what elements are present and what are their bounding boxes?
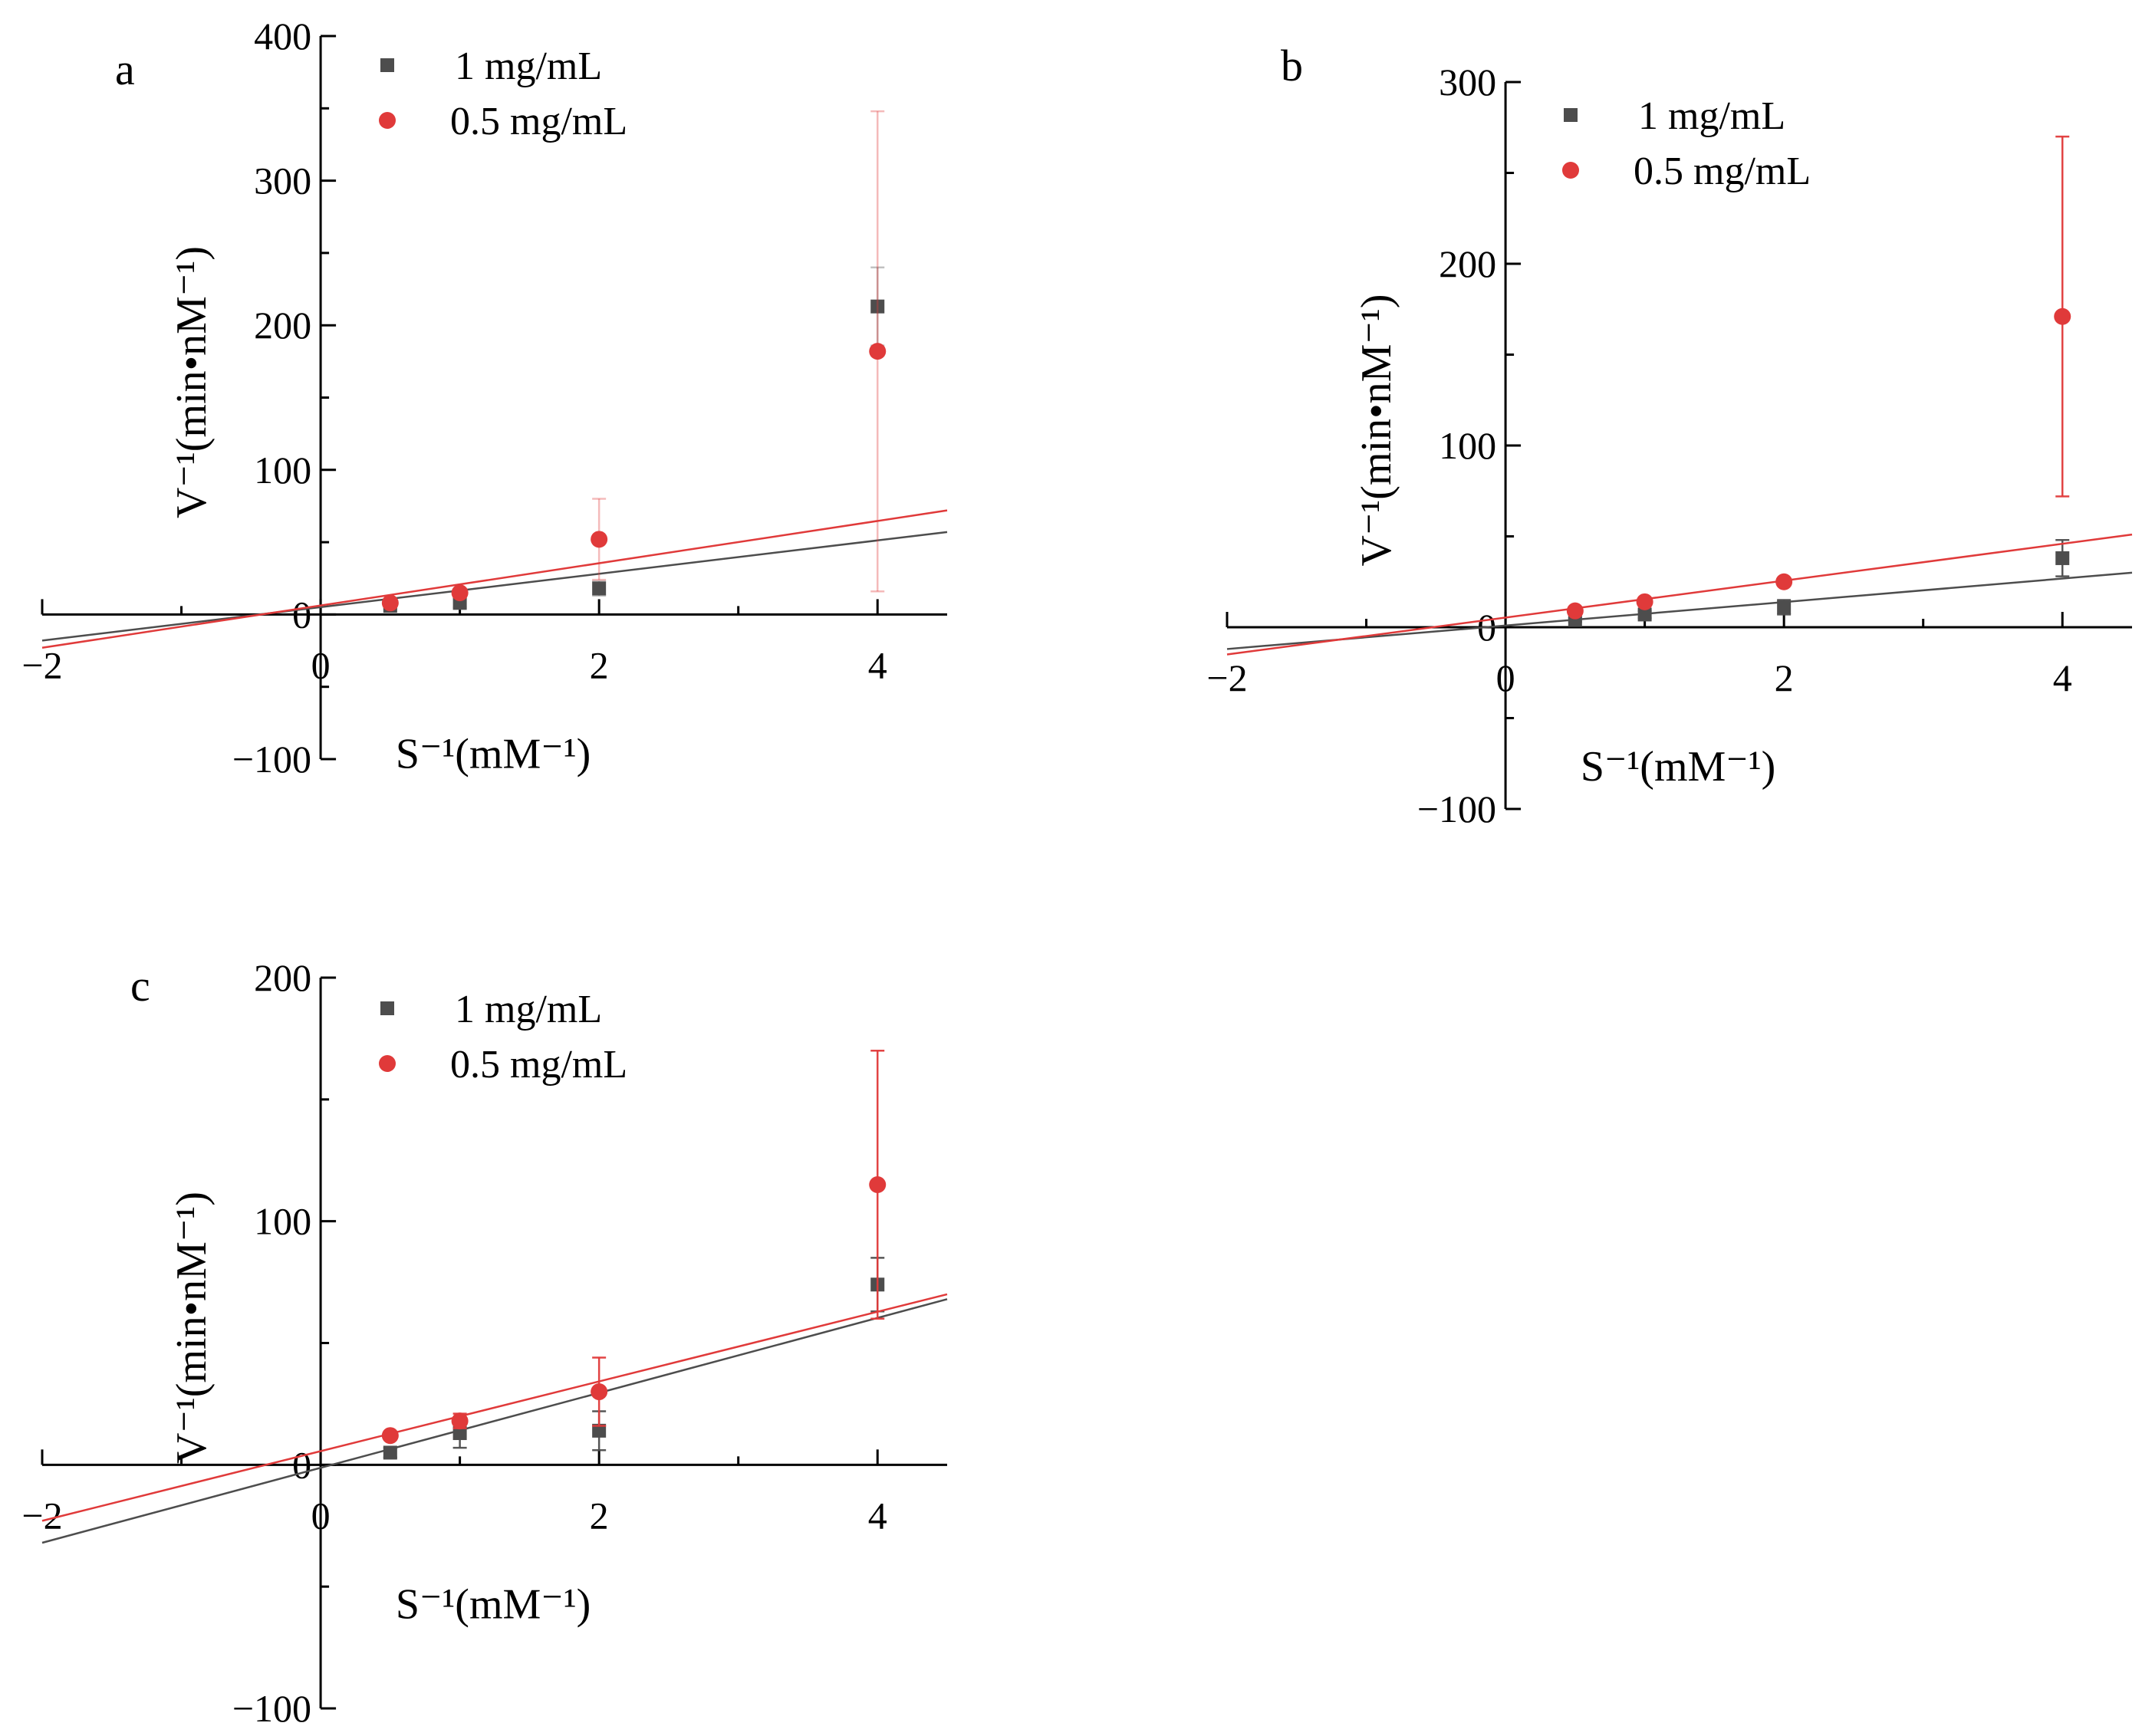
x-axis-title: S⁻¹(mM⁻¹) xyxy=(396,730,591,778)
x-tick-label: −2 xyxy=(21,643,62,686)
y-tick-label: 100 xyxy=(254,1200,311,1243)
data-point xyxy=(1636,593,1653,610)
data-point xyxy=(592,581,607,596)
legend-label: 1 mg/mL xyxy=(1638,94,1785,138)
data-point xyxy=(591,1383,608,1401)
legend-marker xyxy=(380,58,394,72)
fit-line xyxy=(41,1293,948,1522)
legend-marker xyxy=(380,1001,394,1015)
fit-line xyxy=(1226,533,2133,656)
legend-marker xyxy=(1564,108,1578,122)
panel-label: c xyxy=(130,961,150,1011)
data-point xyxy=(2055,551,2070,565)
chart-panel-a: −2 0 2 4 −100 0 100 200 300 400 S⁻¹(mM⁻¹) V⁻¹(min•n… xyxy=(21,15,948,781)
y-axis-title: V⁻¹(min•nM⁻¹) xyxy=(168,246,216,518)
y-tick-label: 200 xyxy=(254,956,311,999)
fit-line xyxy=(1226,571,2133,650)
y-tick-label: 400 xyxy=(254,15,311,58)
data-point xyxy=(869,343,887,360)
x-tick-label: −2 xyxy=(21,1494,62,1537)
y-tick-label: 300 xyxy=(254,159,311,202)
data-point xyxy=(381,594,399,612)
data-point xyxy=(869,1176,887,1194)
data-point xyxy=(1566,602,1584,620)
x-tick-label: 4 xyxy=(868,643,887,686)
x-tick-label: 2 xyxy=(590,1494,609,1537)
x-tick-label: −2 xyxy=(1206,656,1247,699)
fit-line xyxy=(41,509,948,649)
legend-marker xyxy=(379,112,396,129)
x-tick-label: 0 xyxy=(1496,656,1515,699)
chart-panel-c: −2 0 2 4 −100 0 100 200 S⁻¹(mM⁻¹) V⁻¹(min•nM⁻¹) c 1… xyxy=(21,956,948,1730)
y-tick-label: 200 xyxy=(1439,242,1496,285)
y-tick-label: 100 xyxy=(1439,424,1496,467)
x-tick-label: 4 xyxy=(2053,656,2072,699)
panel-label: b xyxy=(1281,41,1303,90)
y-tick-label: 200 xyxy=(254,304,311,347)
y-axis-title: V⁻¹(min•nM⁻¹) xyxy=(168,1192,216,1464)
fit-line xyxy=(41,531,948,642)
y-tick-label: −100 xyxy=(232,738,311,781)
y-tick-label: 100 xyxy=(254,449,311,492)
x-tick-label: 2 xyxy=(590,643,609,686)
y-tick-label: 0 xyxy=(292,1443,311,1486)
x-tick-label: 4 xyxy=(868,1494,887,1537)
series-0.5mg: 0.5 mg/mL xyxy=(41,100,948,649)
series-0.5mg: 0.5 mg/mL xyxy=(41,1043,948,1522)
x-tick-label: 0 xyxy=(311,643,331,686)
legend-marker xyxy=(1562,162,1579,179)
data-point xyxy=(1777,600,1792,614)
series-1mg: 1 mg/mL xyxy=(41,988,948,1544)
x-axis-title: S⁻¹(mM⁻¹) xyxy=(396,1580,591,1628)
series-1mg: 1 mg/mL xyxy=(1226,94,2133,650)
panel-label: a xyxy=(115,44,135,94)
series-0.5mg: 0.5 mg/mL xyxy=(1226,135,2133,656)
y-axis-title: V⁻¹(min•nM⁻¹) xyxy=(1353,294,1400,567)
fit-line xyxy=(41,1298,948,1544)
data-point xyxy=(592,1423,607,1438)
data-point xyxy=(451,584,469,602)
legend-label: 0.5 mg/mL xyxy=(450,100,627,143)
x-tick-label: 0 xyxy=(311,1494,331,1537)
legend-marker xyxy=(379,1055,396,1072)
y-tick-label: −100 xyxy=(1417,787,1496,830)
y-tick-label: −100 xyxy=(232,1687,311,1730)
data-point xyxy=(870,299,885,314)
data-point xyxy=(381,1427,399,1445)
y-tick-label: 0 xyxy=(292,593,311,636)
data-point xyxy=(1637,607,1652,622)
data-point xyxy=(2054,307,2071,325)
data-point xyxy=(452,1426,467,1441)
data-point xyxy=(383,1445,397,1460)
data-point xyxy=(1775,573,1793,590)
legend-label: 0.5 mg/mL xyxy=(450,1043,627,1087)
chart-panel-b: −2024−1000100200300S⁻¹(mM⁻¹)V⁻¹(min•nM⁻¹… xyxy=(1206,41,2133,830)
legend-label: 1 mg/mL xyxy=(455,44,602,88)
data-point xyxy=(591,531,608,548)
legend-label: 0.5 mg/mL xyxy=(1634,150,1811,193)
y-tick-label: 300 xyxy=(1439,61,1496,104)
legend-label: 1 mg/mL xyxy=(455,988,602,1031)
data-point xyxy=(451,1412,469,1430)
x-tick-label: 2 xyxy=(1775,656,1794,699)
x-axis-title: S⁻¹(mM⁻¹) xyxy=(1581,743,1776,791)
